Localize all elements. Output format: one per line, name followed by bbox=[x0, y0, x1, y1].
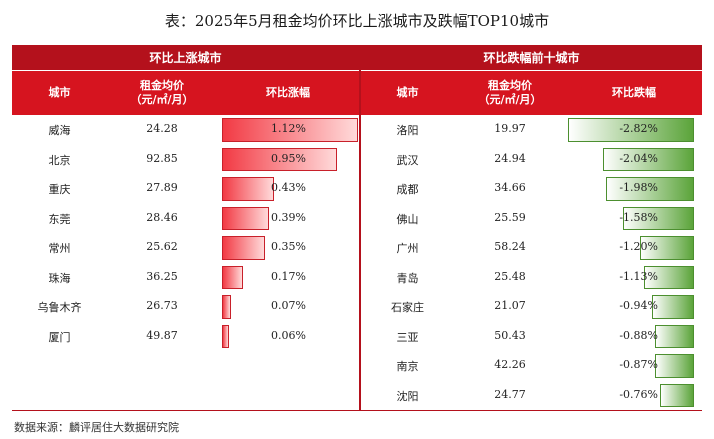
fall-col-change: 环比跌幅 bbox=[566, 71, 702, 115]
fall-bar bbox=[643, 265, 694, 289]
change-label: 1.12% bbox=[271, 122, 306, 135]
rent-value: 24.28 bbox=[146, 122, 178, 135]
fall-col-rent: 租金均价 （元/㎡/月） bbox=[454, 71, 566, 115]
rise-bar bbox=[222, 147, 338, 171]
rise-col-city: 城市 bbox=[12, 71, 107, 115]
rent-value: 34.66 bbox=[494, 181, 526, 194]
rise-bar bbox=[222, 265, 243, 289]
rent-value: 24.94 bbox=[494, 151, 526, 165]
fall-bar bbox=[623, 206, 694, 230]
fall-bar bbox=[602, 147, 694, 171]
fall-bar bbox=[652, 295, 694, 319]
change-label: -1.58% bbox=[619, 210, 658, 224]
rent-value: 50.43 bbox=[494, 328, 526, 342]
fall-bar bbox=[660, 383, 694, 407]
city-name: 南京 bbox=[396, 360, 419, 373]
city-name: 北京 bbox=[48, 153, 71, 167]
rent-value: 27.89 bbox=[146, 181, 178, 194]
city-name: 威海 bbox=[48, 124, 71, 137]
rent-value: 42.26 bbox=[494, 358, 526, 371]
fall-bar bbox=[605, 177, 694, 201]
change-label: 0.95% bbox=[271, 151, 306, 165]
change-label: -1.20% bbox=[619, 240, 658, 253]
rise-bar bbox=[222, 236, 265, 260]
fall-bar bbox=[655, 354, 694, 378]
city-name: 武汉 bbox=[396, 153, 419, 167]
rent-value: 28.46 bbox=[146, 210, 178, 224]
rent-value: 92.85 bbox=[146, 151, 178, 165]
fall-bar bbox=[568, 118, 694, 142]
source-note: 数据来源：麟评居住大数据研究院 bbox=[14, 421, 179, 434]
rent-value: 58.24 bbox=[494, 240, 526, 253]
chart-title: 表：2025年5月租金均价环比上涨城市及跌幅TOP10城市 bbox=[164, 12, 550, 30]
city-name: 石家庄 bbox=[391, 301, 424, 314]
change-label: 0.39% bbox=[271, 210, 306, 224]
rent-value: 25.59 bbox=[494, 210, 526, 224]
fall-section-header: 环比跌幅前十城市 bbox=[361, 45, 702, 71]
change-label: 0.43% bbox=[271, 181, 306, 194]
city-name: 乌鲁木齐 bbox=[37, 301, 82, 314]
change-label: -2.82% bbox=[619, 122, 658, 135]
fall-col-city: 城市 bbox=[361, 71, 454, 115]
city-name: 沈阳 bbox=[396, 389, 419, 403]
fall-bar bbox=[654, 324, 694, 348]
rise-col-change: 环比涨幅 bbox=[217, 71, 359, 115]
change-label: -1.13% bbox=[619, 269, 658, 283]
rise-bar bbox=[222, 206, 270, 230]
city-name: 成都 bbox=[396, 183, 419, 196]
rise-bar bbox=[222, 324, 230, 348]
rent-value: 19.97 bbox=[494, 122, 526, 135]
rise-bar bbox=[222, 177, 275, 201]
change-label: -0.76% bbox=[619, 387, 658, 401]
rent-value: 25.48 bbox=[494, 269, 526, 283]
city-name: 珠海 bbox=[48, 271, 71, 285]
rent-value: 25.62 bbox=[146, 240, 178, 253]
rent-value: 36.25 bbox=[146, 269, 178, 283]
city-name: 常州 bbox=[48, 242, 71, 255]
rise-bar bbox=[222, 118, 358, 142]
city-name: 青岛 bbox=[396, 271, 419, 285]
rent-value: 26.73 bbox=[146, 299, 178, 312]
rise-section-header: 环比上涨城市 bbox=[12, 45, 359, 71]
city-name: 东莞 bbox=[48, 212, 71, 226]
bottom-rule bbox=[12, 410, 702, 411]
change-label: 0.06% bbox=[271, 328, 306, 342]
change-label: 0.35% bbox=[271, 240, 306, 253]
table-divider bbox=[359, 45, 361, 411]
change-label: -1.98% bbox=[619, 181, 658, 194]
rise-col-rent: 租金均价 （元/㎡/月） bbox=[107, 71, 217, 115]
rent-value: 21.07 bbox=[494, 299, 526, 312]
change-label: -0.94% bbox=[619, 299, 658, 312]
change-label: 0.17% bbox=[271, 269, 306, 283]
rent-value: 24.77 bbox=[494, 387, 526, 401]
city-name: 佛山 bbox=[396, 212, 419, 226]
change-label: -2.04% bbox=[619, 151, 658, 165]
city-name: 广州 bbox=[396, 242, 419, 255]
city-name: 三亚 bbox=[396, 330, 419, 344]
rent-value: 49.87 bbox=[146, 328, 178, 342]
city-name: 厦门 bbox=[48, 330, 71, 344]
rise-bar bbox=[222, 295, 231, 319]
city-name: 洛阳 bbox=[396, 124, 419, 137]
change-label: -0.87% bbox=[619, 358, 658, 371]
city-name: 重庆 bbox=[48, 183, 71, 196]
fall-bar bbox=[640, 236, 694, 260]
change-label: -0.88% bbox=[619, 328, 658, 342]
change-label: 0.07% bbox=[271, 299, 306, 312]
